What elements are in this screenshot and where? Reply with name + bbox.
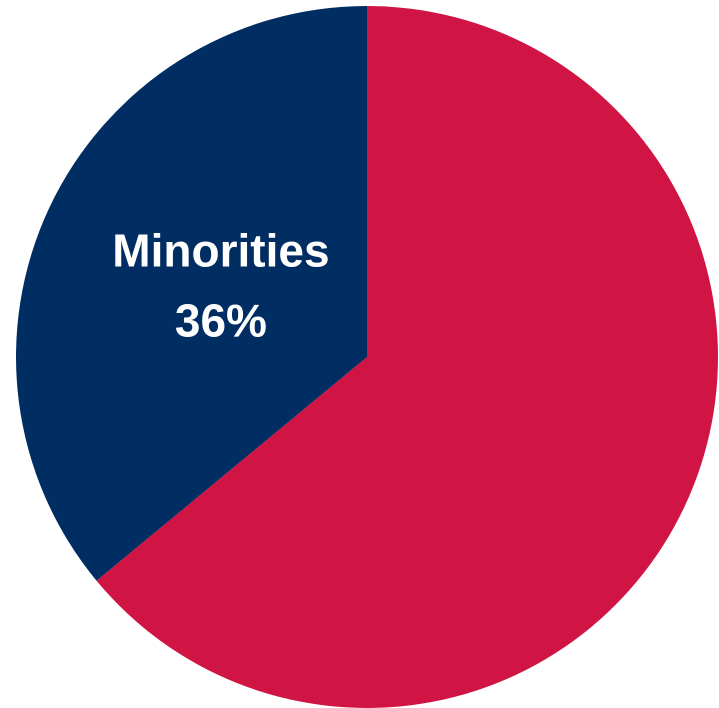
pie-slice (16, 6, 367, 581)
slice-label: Minorities (112, 224, 329, 276)
slice-value-label: 36% (175, 294, 267, 346)
pie-slice (96, 6, 718, 708)
